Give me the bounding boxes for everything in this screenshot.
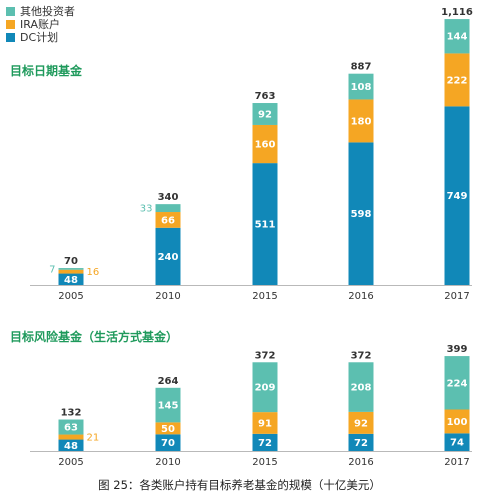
bar-ira-2010 [155, 422, 181, 435]
label-other-2005: 63 [64, 423, 78, 434]
total-2010: 264 [158, 376, 179, 387]
label-other-2016: 208 [351, 383, 372, 394]
legend-swatch-ira [6, 20, 15, 29]
tick-2005: 2005 [58, 457, 83, 468]
bar-other-2016 [348, 362, 374, 412]
bar-ira-2017 [444, 53, 470, 107]
label-dc-2005: 48 [64, 441, 78, 452]
tick-2016: 2016 [348, 457, 373, 468]
bar-ira-2016 [348, 99, 374, 143]
legend-swatch-dc [6, 33, 15, 42]
total-2015: 372 [255, 350, 276, 361]
bar-dc-2005 [58, 273, 84, 285]
bar-other-2015 [252, 103, 278, 125]
tick-2017: 2017 [444, 291, 469, 302]
bar-other-2005 [58, 419, 84, 435]
bar-ira-2005 [58, 269, 84, 274]
panel-title-target-date: 目标日期基金 [10, 63, 83, 78]
label-dc-2016: 72 [354, 438, 368, 449]
bar-other-2017 [444, 356, 470, 410]
bar-dc-2017 [444, 433, 470, 451]
bar-ira-2017 [444, 409, 470, 434]
label-ira-2005: 21 [87, 433, 100, 444]
bar-ira-2015 [252, 124, 278, 164]
panel-target-risk: 48 21 63 132 2005 70 50 145 264 2010 72 91 209 372 201… [30, 344, 472, 468]
label-ira-2016: 92 [354, 418, 368, 429]
label-dc-2017: 74 [450, 438, 464, 449]
bar-other-2017 [444, 19, 470, 54]
total-2017: 399 [447, 344, 468, 355]
bar-dc-2017 [444, 106, 470, 286]
label-dc-2010: 240 [158, 252, 179, 263]
tick-2010: 2010 [155, 291, 180, 302]
label-other-2005: 7 [49, 264, 55, 275]
bar-other-2010 [155, 387, 181, 423]
bar-dc-2005 [58, 439, 84, 451]
tick-2017: 2017 [444, 457, 469, 468]
bar-other-2010 [155, 204, 181, 213]
label-dc-2005: 48 [64, 275, 78, 286]
tick-2016: 2016 [348, 291, 373, 302]
tick-2015: 2015 [252, 291, 277, 302]
legend-label-dc: DC计划 [20, 31, 58, 44]
label-ira-2017: 100 [447, 417, 468, 428]
label-ira-2015: 91 [258, 418, 272, 429]
total-2015: 763 [255, 91, 276, 102]
legend-swatch-other [6, 7, 15, 16]
tick-2015: 2015 [252, 457, 277, 468]
bar-dc-2010 [155, 227, 181, 285]
label-dc-2017: 749 [447, 191, 468, 202]
total-2016: 887 [351, 62, 372, 73]
total-2016: 372 [351, 350, 372, 361]
bar-ira-2005 [58, 434, 84, 440]
total-2010: 340 [158, 192, 179, 203]
bar-dc-2016 [348, 142, 374, 285]
bar-other-2015 [252, 362, 278, 413]
label-dc-2015: 511 [255, 220, 276, 231]
bar-dc-2016 [348, 433, 374, 451]
bar-other-2005 [58, 268, 84, 270]
label-other-2010: 33 [140, 204, 153, 215]
label-dc-2016: 598 [351, 209, 372, 220]
panel-target-date: 48 16 7 70 2005 240 66 33 340 2010 511 160 92 763 2015… [30, 7, 473, 302]
label-other-2015: 209 [255, 383, 276, 394]
label-other-2017: 224 [447, 378, 468, 389]
bar-dc-2015 [252, 163, 278, 285]
legend: 其他投资者 IRA账户 DC计划 [6, 4, 75, 44]
label-ira-2016: 180 [351, 116, 372, 127]
total-2005: 132 [61, 408, 82, 419]
figure-caption: 图 25：各类账户持有目标养老基金的规模（十亿美元） [98, 478, 381, 492]
label-ira-2010: 50 [161, 424, 175, 435]
panel-title-target-risk: 目标风险基金（生活方式基金） [10, 329, 178, 344]
legend-label-ira: IRA账户 [20, 17, 60, 31]
bar-ira-2015 [252, 412, 278, 434]
label-dc-2015: 72 [258, 438, 272, 449]
label-other-2010: 145 [158, 401, 179, 412]
total-2005: 70 [64, 256, 78, 267]
tick-2005: 2005 [58, 291, 83, 302]
label-ira-2005: 16 [87, 267, 100, 278]
bar-other-2016 [348, 73, 374, 100]
bar-ira-2016 [348, 411, 374, 434]
label-ira-2010: 66 [161, 215, 175, 226]
total-2017: 1,116 [441, 7, 473, 18]
label-ira-2017: 222 [447, 75, 468, 86]
tick-2010: 2010 [155, 457, 180, 468]
label-dc-2010: 70 [161, 438, 175, 449]
bar-dc-2015 [252, 433, 278, 451]
legend-label-other: 其他投资者 [20, 4, 75, 18]
label-other-2016: 108 [351, 82, 372, 93]
bar-ira-2010 [155, 212, 181, 228]
label-other-2015: 92 [258, 109, 272, 120]
bar-dc-2010 [155, 434, 181, 451]
label-other-2017: 144 [447, 32, 468, 43]
label-ira-2015: 160 [255, 140, 276, 151]
